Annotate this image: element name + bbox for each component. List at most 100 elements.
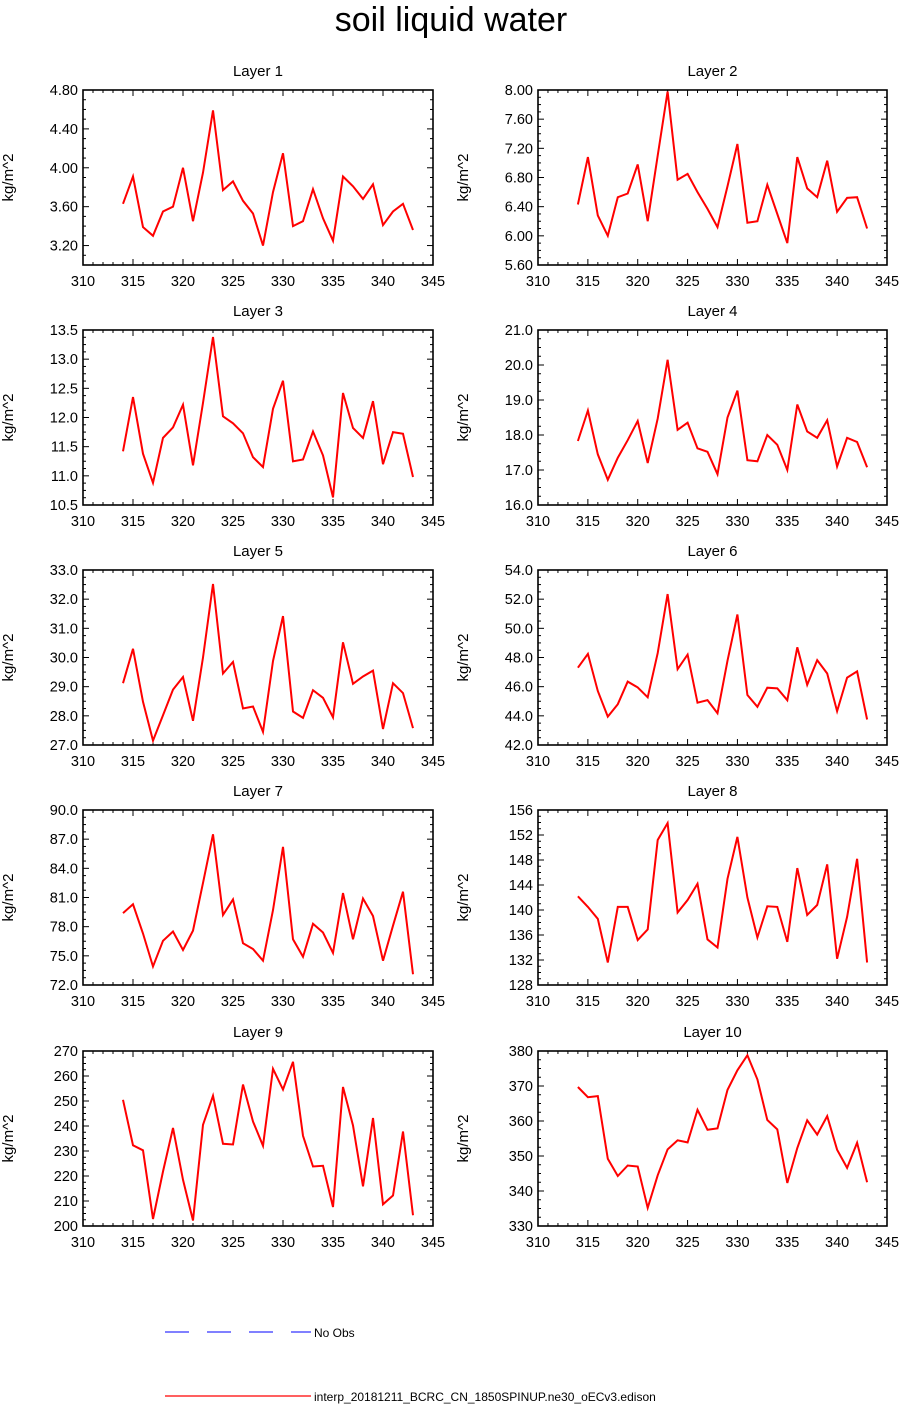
y-tick-label: 13.5 xyxy=(50,323,78,339)
series-line xyxy=(122,583,414,744)
chart-panel-3: Layer 3 kg/m^2 310 315 320 325 330 335 340 345 10.… xyxy=(0,303,445,530)
y-tick-label: 6.00 xyxy=(505,229,533,245)
x-tick-label: 310 xyxy=(71,754,95,770)
x-tick-label: 325 xyxy=(675,1235,699,1251)
x-tick-label: 315 xyxy=(121,1235,145,1251)
y-tick-label: 72.0 xyxy=(50,978,78,994)
panel-title: Layer 7 xyxy=(233,783,283,800)
y-tick-label: 250 xyxy=(54,1094,78,1110)
x-tick-label: 330 xyxy=(271,274,295,290)
y-tick-label: 200 xyxy=(54,1219,78,1235)
x-tick-label: 320 xyxy=(171,994,195,1010)
x-tick-label: 330 xyxy=(271,754,295,770)
x-tick-label: 310 xyxy=(71,1235,95,1251)
x-tick-label: 315 xyxy=(121,274,145,290)
y-tick-label: 240 xyxy=(54,1119,78,1135)
chart-panel-6: Layer 6 kg/m^2 310 315 320 325 330 335 340 345 42.… xyxy=(455,543,899,770)
y-tick-label: 28.0 xyxy=(50,709,78,725)
x-tick-label: 335 xyxy=(775,274,799,290)
y-tick-label: 5.60 xyxy=(505,258,533,274)
y-axis-label: kg/m^2 xyxy=(455,634,472,682)
y-tick-label: 33.0 xyxy=(50,563,78,579)
series-line xyxy=(122,336,414,498)
y-tick-label: 27.0 xyxy=(50,738,78,754)
x-tick-label: 345 xyxy=(421,754,445,770)
y-tick-label: 11.5 xyxy=(51,440,78,456)
x-tick-label: 335 xyxy=(321,994,345,1010)
x-tick-label: 320 xyxy=(171,514,195,530)
y-tick-label: 132 xyxy=(509,953,533,969)
x-tick-label: 315 xyxy=(576,754,600,770)
chart-panels: Layer 1 kg/m^2 310 315 320 325 330 335 340 345 3.2… xyxy=(0,63,899,1251)
y-tick-label: 152 xyxy=(509,828,533,844)
y-tick-label: 21.0 xyxy=(505,323,533,339)
y-tick-label: 330 xyxy=(509,1219,533,1235)
plot-frame xyxy=(82,1050,434,1227)
x-tick-label: 325 xyxy=(675,994,699,1010)
x-tick-label: 325 xyxy=(221,274,245,290)
y-tick-label: 230 xyxy=(54,1144,78,1160)
y-tick-label: 32.0 xyxy=(50,592,78,608)
x-tick-label: 330 xyxy=(725,994,749,1010)
y-tick-label: 44.0 xyxy=(505,709,533,725)
panel-title: Layer 9 xyxy=(233,1024,283,1041)
y-tick-label: 46.0 xyxy=(505,680,533,696)
y-tick-label: 18.0 xyxy=(505,428,533,444)
y-tick-label: 90.0 xyxy=(50,803,78,819)
y-axis-label: kg/m^2 xyxy=(455,874,472,922)
y-tick-label: 6.80 xyxy=(505,171,533,187)
series-line xyxy=(576,359,869,483)
x-tick-label: 345 xyxy=(875,754,899,770)
y-tick-label: 13.0 xyxy=(50,352,78,368)
x-tick-label: 320 xyxy=(626,514,650,530)
y-tick-label: 11.0 xyxy=(51,469,78,485)
x-tick-label: 310 xyxy=(526,754,550,770)
legend-lines xyxy=(165,1331,311,1397)
series-line xyxy=(122,110,414,246)
x-tick-label: 335 xyxy=(775,514,799,530)
x-tick-label: 320 xyxy=(171,274,195,290)
y-tick-label: 12.0 xyxy=(50,411,78,427)
x-tick-label: 320 xyxy=(171,1235,195,1251)
x-tick-label: 320 xyxy=(626,1235,650,1251)
x-tick-label: 345 xyxy=(875,1235,899,1251)
legend-label-no-obs: No Obs xyxy=(314,1326,355,1340)
x-tick-label: 330 xyxy=(725,754,749,770)
x-tick-label: 315 xyxy=(576,1235,600,1251)
x-tick-label: 340 xyxy=(825,514,849,530)
panel-title: Layer 1 xyxy=(233,63,283,80)
x-tick-label: 310 xyxy=(526,1235,550,1251)
x-tick-label: 330 xyxy=(725,274,749,290)
x-tick-label: 315 xyxy=(576,274,600,290)
x-tick-label: 325 xyxy=(221,1235,245,1251)
y-tick-label: 4.40 xyxy=(50,122,78,138)
x-tick-label: 310 xyxy=(526,514,550,530)
x-tick-label: 325 xyxy=(675,754,699,770)
y-tick-label: 78.0 xyxy=(50,920,78,936)
x-tick-label: 330 xyxy=(271,514,295,530)
x-tick-label: 325 xyxy=(221,994,245,1010)
series-line xyxy=(122,1061,414,1221)
y-tick-label: 48.0 xyxy=(505,651,533,667)
x-tick-label: 325 xyxy=(675,514,699,530)
plot-frame xyxy=(537,569,888,746)
x-tick-label: 345 xyxy=(875,514,899,530)
y-tick-label: 17.0 xyxy=(505,463,533,479)
x-tick-label: 335 xyxy=(775,754,799,770)
y-tick-label: 270 xyxy=(54,1044,78,1060)
y-tick-label: 54.0 xyxy=(505,563,533,579)
series-line xyxy=(576,91,869,244)
legend-label-model-run: interp_20181211_BCRC_CN_1850SPINUP.ne30_… xyxy=(314,1390,656,1404)
x-tick-label: 340 xyxy=(825,274,849,290)
y-tick-label: 29.0 xyxy=(50,680,78,696)
y-tick-label: 148 xyxy=(509,853,533,869)
x-tick-label: 315 xyxy=(121,514,145,530)
x-tick-label: 330 xyxy=(271,994,295,1010)
x-tick-label: 335 xyxy=(321,514,345,530)
x-tick-label: 335 xyxy=(775,994,799,1010)
y-tick-label: 156 xyxy=(509,803,533,819)
y-tick-label: 19.0 xyxy=(505,393,533,409)
y-tick-label: 128 xyxy=(509,978,533,994)
y-tick-label: 16.0 xyxy=(505,498,533,514)
x-tick-label: 340 xyxy=(825,1235,849,1251)
